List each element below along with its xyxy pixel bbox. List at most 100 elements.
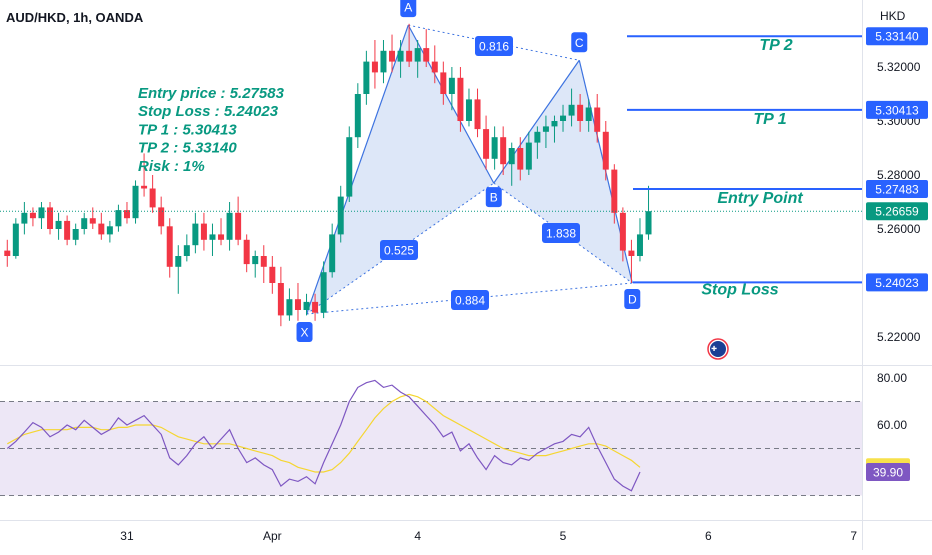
candle-body: [440, 72, 447, 94]
candle-body: [277, 283, 284, 316]
candle-body: [619, 212, 626, 251]
candle-body: [235, 212, 242, 240]
pattern-point-label: C: [575, 36, 584, 50]
candle-body: [508, 148, 515, 165]
candle-body: [534, 131, 541, 143]
pattern-point-label: A: [404, 1, 412, 15]
time-tick-label: 4: [414, 529, 421, 543]
candle-body: [4, 250, 11, 256]
level-price-tag-text: 5.24023: [875, 276, 919, 290]
ratio-badge: [451, 290, 489, 310]
candle-body: [21, 212, 28, 224]
candle-body: [64, 220, 71, 240]
pattern-point-badge: [296, 322, 313, 343]
pattern-point-badge: [571, 32, 588, 53]
candle-body: [354, 94, 361, 138]
candle-body: [577, 104, 584, 121]
pattern-point-label: D: [628, 293, 637, 307]
candle-body: [166, 226, 173, 267]
price-tick-label: 5.22000: [877, 330, 921, 344]
candle-body: [346, 137, 353, 197]
candle-body: [260, 256, 267, 267]
level-label: TP 2: [759, 37, 792, 54]
level-price-tag-text: 5.27483: [875, 182, 919, 196]
candle-body: [209, 234, 216, 240]
candle-body: [269, 266, 276, 283]
last-price-tag-text: 5.26659: [875, 205, 919, 219]
candle-body: [406, 50, 413, 62]
ratio-label: 1.838: [546, 227, 576, 241]
candle-body: [89, 218, 96, 224]
level-price-tag: [866, 100, 928, 119]
candle-body: [448, 77, 455, 94]
candle-body: [628, 250, 635, 256]
candle-body: [294, 299, 301, 310]
candle-body: [611, 169, 618, 213]
note-line: TP 2 : 5.33140: [138, 140, 237, 157]
price-tick-label: 5.28000: [877, 168, 921, 182]
candle-body: [303, 301, 310, 310]
candle-body: [594, 107, 601, 132]
candle-body: [431, 61, 438, 73]
pattern-point-label: B: [490, 191, 498, 205]
candle-body: [243, 239, 250, 265]
candle-body: [500, 137, 507, 165]
candle-body: [636, 234, 643, 256]
price-tick-label: 5.26000: [877, 222, 921, 236]
candle-body: [81, 218, 88, 229]
candle-body: [568, 104, 575, 116]
level-label: Stop Loss: [701, 281, 778, 298]
candle-body: [397, 50, 404, 62]
level-label: Entry Point: [717, 190, 803, 207]
price-tick-label: 5.32000: [877, 60, 921, 74]
candle-body: [320, 272, 327, 313]
last-price-tag: [866, 202, 928, 221]
candle-body: [542, 126, 549, 132]
candle-body: [158, 207, 165, 227]
flag-star: ✚: [711, 345, 717, 353]
level-price-tag-text: 5.33140: [875, 30, 919, 44]
candle-body: [183, 245, 190, 256]
time-tick-label: 5: [560, 529, 567, 543]
candle-body: [175, 256, 182, 267]
candle-body: [218, 234, 225, 240]
currency-label: HKD: [880, 9, 906, 23]
candle-body: [149, 188, 156, 208]
level-price-tag: [866, 273, 928, 292]
pattern-ratio-line-xb: [306, 182, 495, 315]
candle-body: [414, 48, 421, 62]
candle-body: [72, 229, 79, 240]
candle-body: [602, 131, 609, 170]
candle-body: [645, 211, 652, 235]
candle-body: [226, 212, 233, 240]
candle-body: [389, 50, 396, 62]
pattern-point-badge: [400, 0, 417, 18]
candle-body: [252, 256, 259, 265]
ratio-badge: [475, 36, 513, 56]
candle-body: [29, 212, 36, 219]
candle-body: [132, 185, 139, 219]
candle-body: [423, 48, 430, 62]
note-line: Stop Loss : 5.24023: [138, 103, 279, 120]
pattern-triangle-bcd: [493, 60, 633, 283]
time-tick-label: 31: [120, 529, 134, 543]
candle-body: [98, 223, 105, 235]
candle-body: [329, 234, 336, 273]
pattern-leg-ab: [407, 24, 495, 184]
time-tick-label: 6: [705, 529, 712, 543]
pattern-leg-bc: [493, 59, 580, 184]
note-line: Entry price : 5.27583: [138, 85, 285, 102]
candle-body: [517, 148, 524, 170]
ratio-badge: [380, 240, 418, 260]
candle-body: [286, 299, 293, 316]
candle-body: [55, 220, 62, 229]
candle-body: [106, 226, 113, 235]
time-tick-label: Apr: [263, 529, 282, 543]
rsi-value-text: 39.90: [873, 466, 903, 480]
candle-body: [141, 185, 148, 189]
level-price-tag: [866, 179, 928, 198]
candle-body: [312, 301, 319, 313]
pattern-point-label: X: [301, 326, 309, 340]
